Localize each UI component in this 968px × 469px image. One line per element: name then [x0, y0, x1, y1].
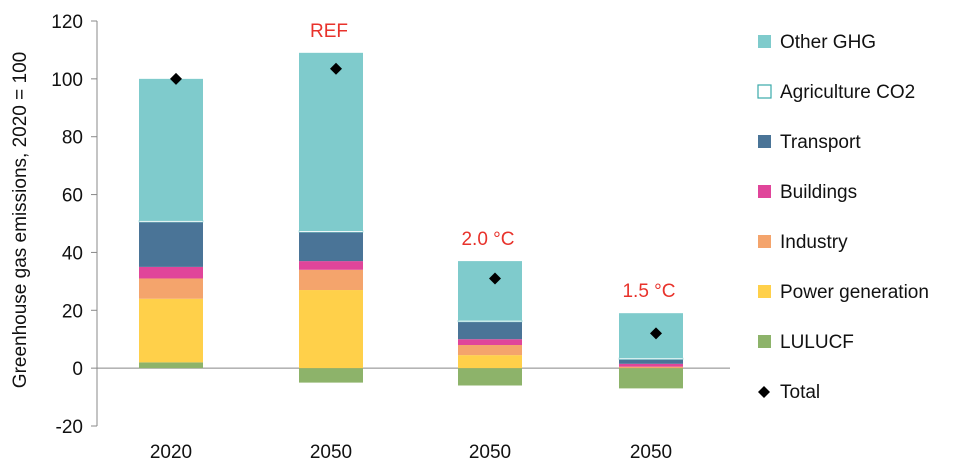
bar-segment-transport	[619, 359, 683, 364]
legend-label: Agriculture CO2	[780, 82, 915, 103]
legend-swatch	[758, 235, 771, 248]
bar-segment-lulucf	[458, 368, 522, 386]
bar-segment-agriculture-co2	[298, 230, 364, 233]
bar-segment-other-ghg	[139, 78, 203, 221]
bar-segment-other-ghg	[299, 52, 363, 231]
y-tick-label: 60	[62, 186, 83, 207]
bar-segment-agriculture-co2	[618, 357, 684, 360]
bar-segment-power-generation	[299, 290, 363, 369]
bar-segment-agriculture-co2	[138, 220, 204, 223]
x-tick-label: 2020	[150, 442, 192, 463]
y-tick-label: 40	[62, 243, 83, 264]
legend-label: Power generation	[780, 282, 929, 303]
legend-label: LULUCF	[780, 332, 854, 353]
y-tick-label: 120	[51, 12, 83, 33]
bar-segment-buildings	[619, 363, 683, 367]
bar-segment-other-ghg	[619, 313, 683, 359]
legend-label: Industry	[780, 232, 848, 253]
bar-segment-lulucf	[619, 368, 683, 389]
y-tick-label: 20	[62, 301, 83, 322]
legend-swatch	[758, 135, 771, 148]
y-tick-label: 0	[72, 359, 83, 380]
legend-swatch	[758, 35, 771, 48]
legend-swatch	[758, 285, 771, 298]
bar-segment-agriculture-co2	[457, 320, 523, 323]
legend-swatch	[758, 185, 771, 198]
scenario-label: 1.5 °C	[622, 281, 675, 302]
scenario-label: 2.0 °C	[461, 229, 514, 250]
total-marker	[650, 327, 662, 340]
bar-segment-industry	[458, 345, 522, 356]
bar-segment-transport	[458, 321, 522, 340]
bar-segment-buildings	[139, 266, 203, 279]
bar-segment-buildings	[299, 261, 363, 270]
y-tick-label: 80	[62, 128, 83, 149]
legend-swatch	[758, 335, 771, 348]
y-axis-label: Greenhouse gas emissions, 2020 = 100	[10, 52, 31, 388]
bar-segment-other-ghg	[458, 261, 522, 321]
legend-label: Buildings	[780, 182, 857, 203]
bar-segment-buildings	[458, 339, 522, 345]
bar-segment-lulucf	[139, 362, 203, 369]
bar-segment-power-generation	[458, 355, 522, 369]
legend-label: Transport	[780, 132, 861, 153]
y-tick-label: -20	[56, 417, 83, 438]
bar-segment-industry	[299, 269, 363, 291]
x-tick-label: 2050	[630, 442, 672, 463]
legend-swatch	[757, 84, 772, 99]
legend-label: Other GHG	[780, 32, 876, 53]
bar-segment-transport	[139, 222, 203, 267]
legend-label: Total	[780, 382, 820, 403]
x-tick-label: 2050	[310, 442, 352, 463]
x-tick-label: 2050	[469, 442, 511, 463]
bar-segment-industry	[619, 366, 683, 369]
bar-segment-transport	[299, 232, 363, 262]
total-marker	[170, 72, 182, 85]
legend-total-marker	[758, 386, 770, 398]
total-marker	[489, 272, 501, 285]
scenario-label: REF	[310, 21, 348, 42]
bar-segment-lulucf	[299, 368, 363, 383]
total-marker	[330, 62, 342, 75]
y-tick-label: 100	[51, 70, 83, 91]
bar-segment-industry	[139, 278, 203, 299]
bar-segment-power-generation	[139, 298, 203, 363]
